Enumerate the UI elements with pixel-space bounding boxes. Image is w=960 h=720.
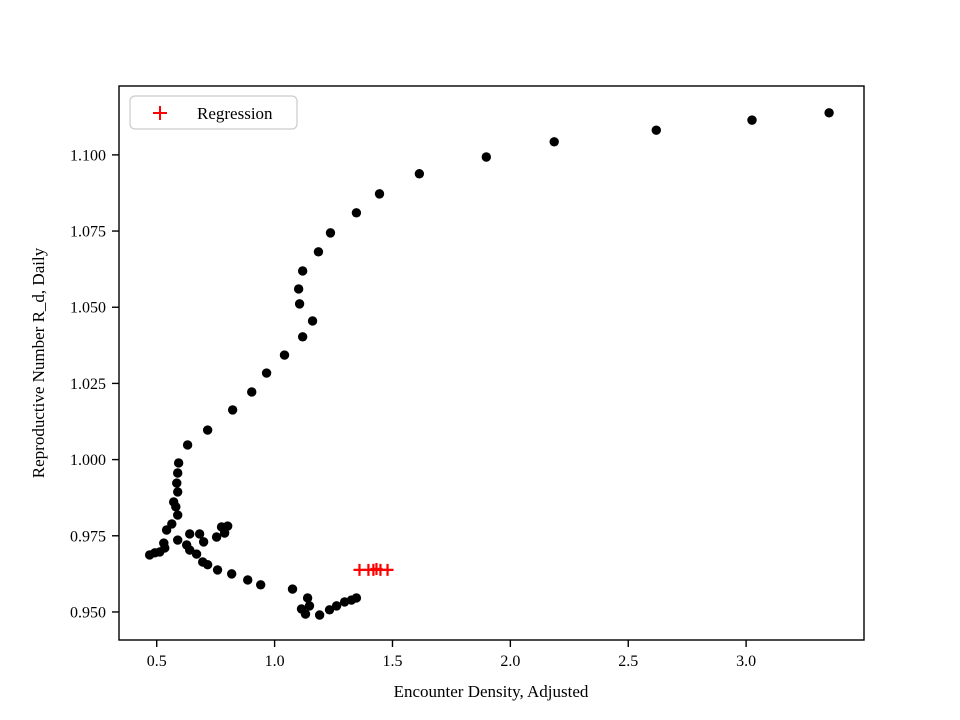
regression-marker (381, 563, 394, 576)
data-point (261, 368, 272, 378)
x-axis-label: Encounter Density, Adjusted (394, 682, 589, 701)
data-point (307, 316, 318, 326)
y-tick-label: 1.025 (70, 376, 106, 393)
data-point (313, 247, 324, 257)
data-point (226, 569, 237, 579)
data-point (161, 525, 172, 535)
regression-legend-marker-icon (153, 106, 167, 120)
data-point (185, 545, 195, 555)
data-point (211, 532, 222, 542)
data-point (247, 387, 257, 397)
data-point (173, 535, 183, 545)
y-tick-label: 1.050 (70, 300, 106, 317)
data-point (351, 593, 362, 603)
data-point (824, 108, 834, 118)
legend-label-regression: Regression (197, 104, 273, 123)
data-point (300, 609, 311, 619)
data-point (294, 299, 305, 309)
y-tick-label: 0.950 (70, 604, 106, 621)
data-point (222, 521, 233, 531)
y-axis-label: Reproductive Number R_d, Daily (29, 247, 48, 478)
y-tick-label: 1.075 (70, 224, 106, 241)
data-point (287, 584, 298, 594)
data-point (325, 228, 336, 238)
data-point (212, 565, 223, 575)
x-tick-label: 3.0 (736, 653, 756, 670)
data-point (185, 529, 195, 539)
data-point (159, 538, 169, 548)
data-point (173, 458, 184, 468)
data-point (414, 169, 425, 179)
data-point (227, 405, 238, 415)
data-point (219, 528, 230, 538)
data-point (297, 332, 308, 342)
data-point (243, 575, 253, 585)
data-point (171, 502, 181, 512)
x-tick-label: 1.0 (265, 653, 285, 670)
data-point (314, 610, 325, 620)
y-tick-label: 1.000 (70, 452, 106, 469)
data-point (173, 468, 183, 478)
data-point (279, 350, 290, 360)
data-point (324, 605, 335, 615)
data-point (173, 510, 183, 520)
legend: Regression (129, 95, 298, 130)
data-point (202, 560, 213, 570)
x-tick-label: 0.5 (147, 653, 167, 670)
data-point (172, 478, 182, 488)
data-point (194, 529, 205, 539)
data-point (293, 284, 304, 294)
data-point (747, 115, 757, 125)
y-tick-label: 1.100 (70, 147, 106, 164)
x-tick-label: 2.5 (618, 653, 638, 670)
x-tick-label: 2.0 (500, 653, 520, 670)
data-point (202, 425, 213, 435)
data-point (191, 549, 202, 559)
data-point (304, 601, 315, 611)
data-points (144, 108, 834, 620)
data-point (351, 208, 362, 218)
data-point (651, 125, 661, 135)
data-point (331, 601, 342, 611)
data-point (481, 152, 492, 162)
data-point (374, 189, 385, 199)
data-point (182, 440, 193, 450)
y-tick-label: 0.975 (70, 528, 106, 545)
legend-box (129, 95, 298, 130)
plot-border (118, 85, 865, 641)
data-point (297, 266, 308, 276)
data-point (198, 537, 209, 547)
axis-ticks: 0.5 1.0 1.5 2.0 2.5 3.0 0.950 0.975 1.000 1.025 1.… (70, 147, 756, 670)
x-tick-label: 1.5 (382, 653, 402, 670)
data-point (255, 580, 266, 590)
data-point (549, 137, 559, 147)
data-point (302, 593, 313, 603)
data-point (173, 487, 183, 497)
